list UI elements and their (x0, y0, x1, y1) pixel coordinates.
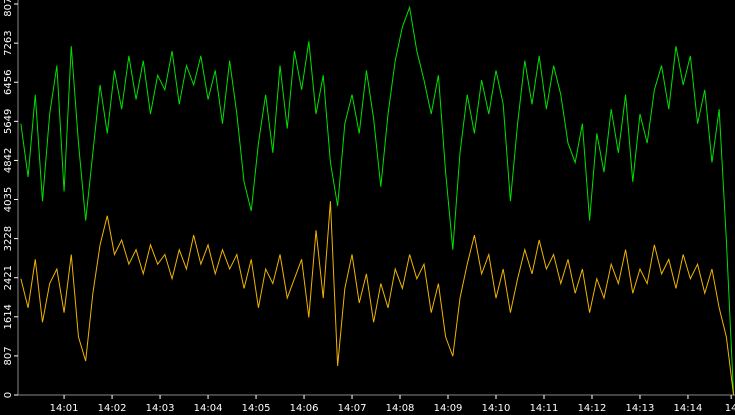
x-tick-label: 14:12 (578, 403, 607, 414)
y-tick-label: 2421 (3, 265, 14, 290)
y-tick-label: 6456 (3, 70, 14, 95)
x-tick-label: 14:10 (482, 403, 511, 414)
x-tick-label: 14:09 (434, 403, 463, 414)
y-tick-label: 4842 (3, 148, 14, 173)
x-tick-label: 14:04 (194, 403, 223, 414)
y-tick-label: 1614 (3, 304, 14, 329)
y-tick-label: 7263 (3, 30, 14, 55)
x-tick-label: 14:06 (290, 403, 319, 414)
y-tick-label: 8071 (3, 0, 14, 17)
x-tick-label: 14 (725, 403, 735, 414)
y-tick-label: 3228 (3, 226, 14, 251)
x-tick-label: 14:07 (338, 403, 367, 414)
y-tick-label: 4035 (3, 187, 14, 212)
y-tick-label: 0 (3, 392, 14, 398)
x-tick-label: 14:13 (626, 403, 655, 414)
x-tick-label: 14:03 (146, 403, 175, 414)
x-tick-label: 14:08 (386, 403, 415, 414)
x-tick-label: 14:14 (674, 403, 703, 414)
x-tick-label: 14:02 (98, 403, 127, 414)
y-tick-label: 807 (3, 346, 14, 365)
x-tick-label: 14:11 (530, 403, 559, 414)
x-tick-label: 14:05 (242, 403, 271, 414)
y-tick-label: 5649 (3, 109, 14, 134)
x-tick-label: 14:01 (50, 403, 79, 414)
series-line (20, 5, 735, 396)
series-line (20, 201, 735, 396)
